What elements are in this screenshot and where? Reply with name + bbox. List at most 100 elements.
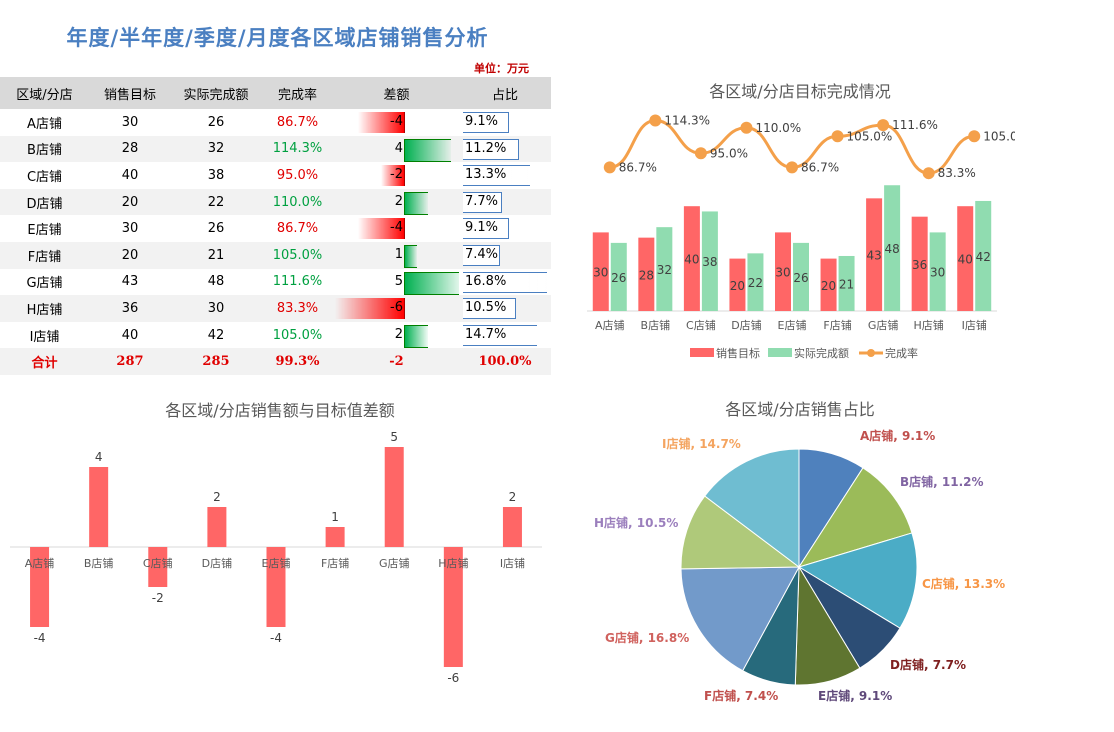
diff-value: -4: [390, 220, 403, 236]
table-row: G店铺 43 48 111.6% 5 16.8%: [0, 268, 551, 296]
actual-data-label: 21: [839, 277, 854, 291]
rate-data-label: 86.7%: [619, 160, 657, 174]
cell-rate: 105.0%: [261, 241, 334, 269]
share-data-bar: [463, 271, 547, 293]
target-bar: [866, 198, 883, 311]
diff-data-bar: [404, 138, 451, 162]
diff-data-bar: [404, 244, 417, 268]
cell-share: 9.1%: [459, 215, 551, 242]
pie-data-label: B店铺, 11.2%: [900, 474, 984, 489]
diff-value: -2: [390, 167, 403, 183]
cell-actual: 30: [171, 295, 261, 322]
cell-rate: 105.0%: [261, 321, 334, 349]
cell-diff: 4: [334, 135, 459, 163]
cell-actual: 32: [171, 135, 261, 163]
diff-value: 2: [394, 326, 403, 342]
x-tick-label: D店铺: [202, 556, 232, 570]
cell-actual: 21: [171, 241, 261, 269]
x-tick-label: H店铺: [438, 556, 468, 570]
actual-bar: [610, 242, 627, 311]
actual-data-label: 38: [702, 255, 717, 269]
target-data-label: 30: [593, 266, 608, 280]
table-header-row: 区域/分店 销售目标 实际完成额 完成率 差额 占比: [0, 77, 551, 109]
diff-data-bar: [381, 165, 405, 187]
actual-bar: [747, 253, 764, 311]
table-row: E店铺 30 26 86.7% -4 9.1%: [0, 215, 551, 242]
legend-rate-marker: [867, 349, 875, 357]
cell-actual: 26: [171, 109, 261, 136]
cell-target: 43: [89, 268, 171, 296]
actual-data-label: 32: [657, 263, 672, 277]
actual-data-label: 30: [930, 266, 945, 280]
cell-store: A店铺: [0, 109, 89, 136]
cell-rate: 83.3%: [261, 295, 334, 322]
actual-data-label: 26: [793, 271, 808, 285]
share-data-bar: [463, 138, 519, 160]
pie-data-label: D店铺, 7.7%: [890, 657, 966, 672]
rate-data-label: 95.0%: [710, 146, 748, 160]
actual-bar: [701, 211, 718, 311]
target-bar: [592, 232, 609, 311]
diff-value: 2: [394, 193, 403, 209]
share-value: 7.4%: [465, 246, 499, 262]
cell-store: D店铺: [0, 188, 89, 216]
pie-data-label: E店铺, 9.1%: [818, 688, 892, 703]
diff-data-label: 1: [331, 510, 339, 524]
legend-target-label: 销售目标: [716, 346, 760, 360]
share-data-bar: [463, 244, 500, 266]
x-tick-label: H店铺: [914, 318, 944, 332]
cell-actual: 42: [171, 321, 261, 349]
header-target: 销售目标: [89, 77, 171, 109]
cell-store: E店铺: [0, 215, 89, 242]
pie-data-label: C店铺, 13.3%: [922, 576, 1005, 591]
x-tick-label: I店铺: [500, 556, 525, 570]
cell-target: 36: [89, 295, 171, 322]
cell-target: 30: [89, 215, 171, 242]
diff-bar: [266, 547, 286, 627]
x-tick-label: E店铺: [778, 318, 807, 332]
actual-bar: [929, 232, 946, 311]
diff-value: -6: [390, 300, 403, 316]
header-store: 区域/分店: [0, 77, 89, 109]
target-bar: [638, 237, 655, 311]
table-row: A店铺 30 26 86.7% -4 9.1%: [0, 109, 551, 136]
share-value: 9.1%: [465, 220, 499, 236]
target-data-label: 36: [912, 258, 927, 272]
share-value: 11.2%: [465, 140, 507, 156]
x-tick-label: F店铺: [321, 556, 349, 570]
actual-bar: [656, 227, 673, 311]
legend-target-swatch: [690, 348, 714, 357]
x-tick-label: A店铺: [595, 318, 625, 332]
table-row: D店铺 20 22 110.0% 2 7.7%: [0, 188, 551, 216]
actual-data-label: 26: [611, 271, 626, 285]
diff-data-label: -4: [270, 631, 282, 645]
cell-store: C店铺: [0, 162, 89, 189]
cell-diff: -2: [334, 162, 459, 189]
target-data-label: 30: [775, 266, 790, 280]
target-data-label: 28: [639, 268, 654, 282]
diff-data-bar: [358, 218, 405, 240]
chart-completion-title: 各区域/分店目标完成情况: [709, 82, 891, 101]
cell-rate: 114.3%: [261, 135, 334, 163]
cell-actual: 48: [171, 268, 261, 296]
target-data-label: 40: [958, 253, 973, 267]
diff-bar: [502, 507, 522, 547]
cell-share: 7.4%: [459, 241, 551, 269]
cell-target: 30: [89, 109, 171, 136]
sales-table: 区域/分店 销售目标 实际完成额 完成率 差额 占比 A店铺 30 26 86.7% -…: [0, 77, 551, 375]
diff-data-label: 5: [390, 430, 398, 444]
cell-actual: 26: [171, 215, 261, 242]
cell-actual: 22: [171, 188, 261, 216]
share-data-bar: [463, 112, 509, 133]
cell-share: 16.8%: [459, 268, 551, 296]
pie-slice: [797, 467, 913, 568]
cell-diff: 1: [334, 241, 459, 269]
cell-diff: 2: [334, 188, 459, 216]
rate-point: [922, 167, 935, 180]
target-data-label: 20: [730, 279, 745, 293]
pie-slice: [680, 495, 801, 570]
header-share: 占比: [459, 77, 551, 109]
diff-data-label: -6: [447, 671, 459, 685]
chart-diff: -4 A店铺 4 B店铺 -2 C店铺 2 D店铺 -4 E店铺 1 F店铺 5 G店铺 -6 H店铺 2 I店铺: [10, 430, 542, 685]
diff-data-bar: [335, 298, 405, 320]
